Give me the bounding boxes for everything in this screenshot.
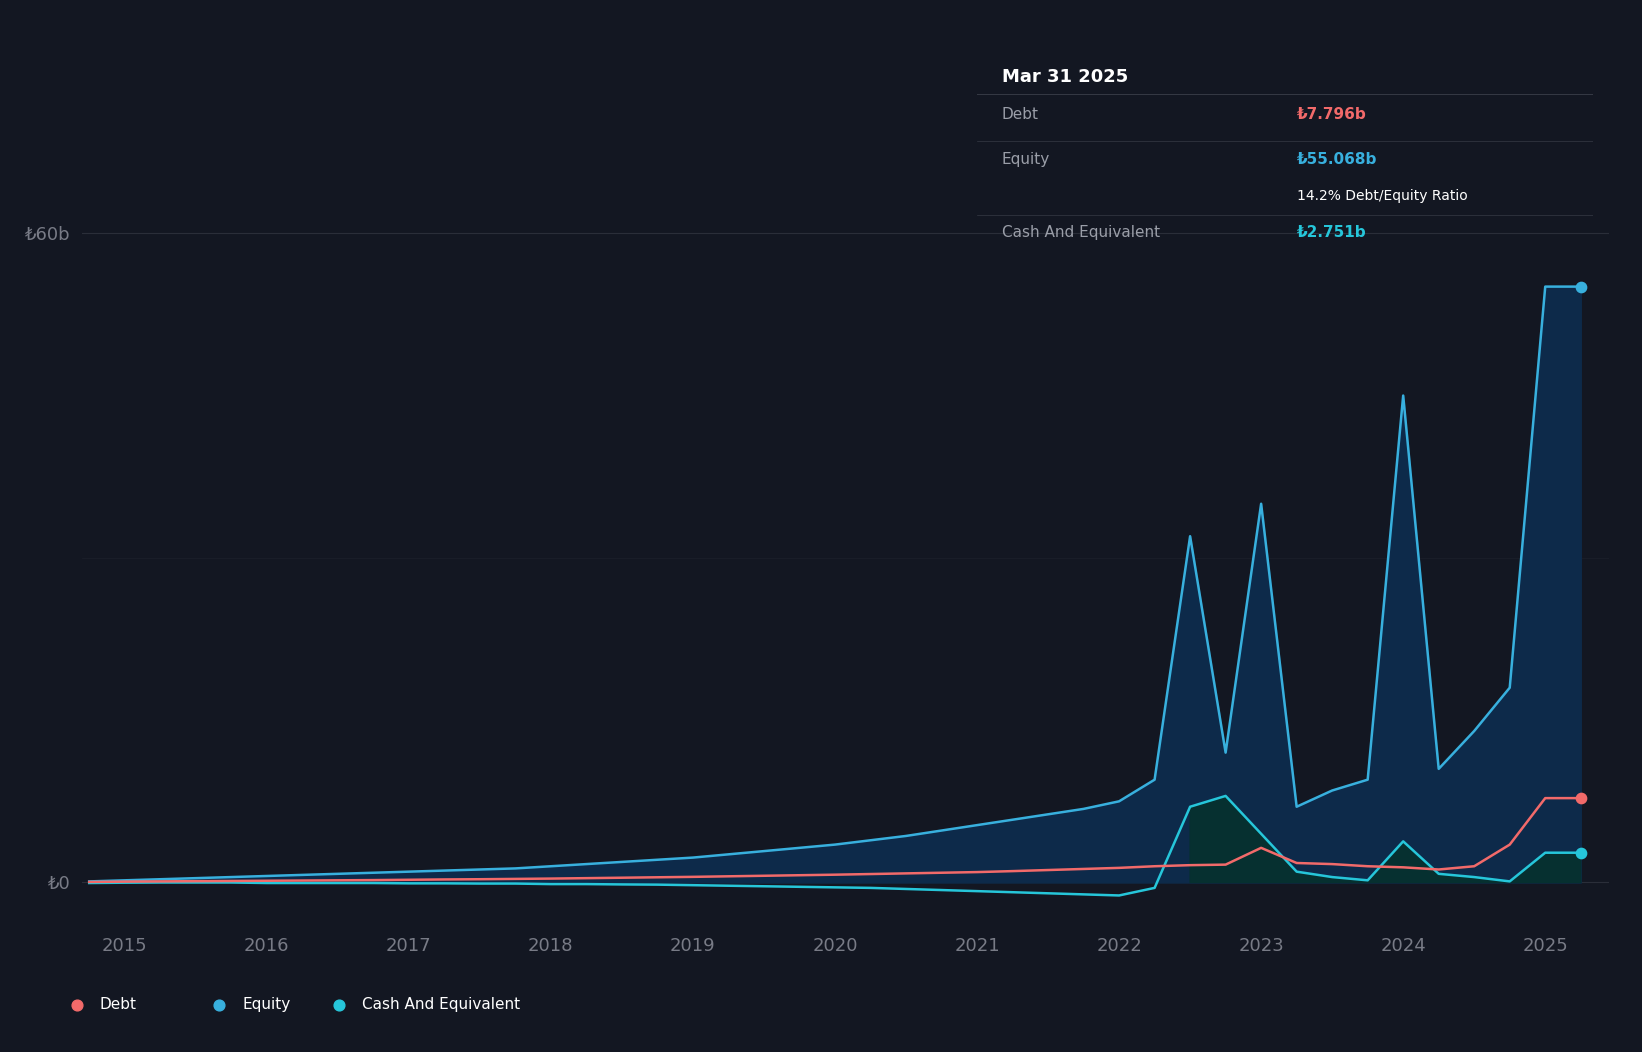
Text: Cash And Equivalent: Cash And Equivalent	[1002, 225, 1159, 241]
Text: Mar 31 2025: Mar 31 2025	[1002, 68, 1128, 86]
Text: ₺2.751b: ₺2.751b	[1297, 225, 1366, 241]
Point	[207, 996, 233, 1013]
Text: Equity: Equity	[1002, 153, 1049, 167]
Text: Equity: Equity	[243, 997, 291, 1012]
Text: ₺7.796b: ₺7.796b	[1297, 107, 1366, 122]
Text: ₺55.068b: ₺55.068b	[1297, 153, 1378, 167]
Text: Debt: Debt	[1002, 107, 1039, 122]
Point	[64, 996, 90, 1013]
Text: Debt: Debt	[100, 997, 136, 1012]
Text: Cash And Equivalent: Cash And Equivalent	[361, 997, 521, 1012]
Point	[1568, 278, 1594, 295]
Text: 14.2% Debt/Equity Ratio: 14.2% Debt/Equity Ratio	[1297, 188, 1468, 203]
Point	[1568, 845, 1594, 862]
Point	[1568, 790, 1594, 807]
Point	[325, 996, 351, 1013]
